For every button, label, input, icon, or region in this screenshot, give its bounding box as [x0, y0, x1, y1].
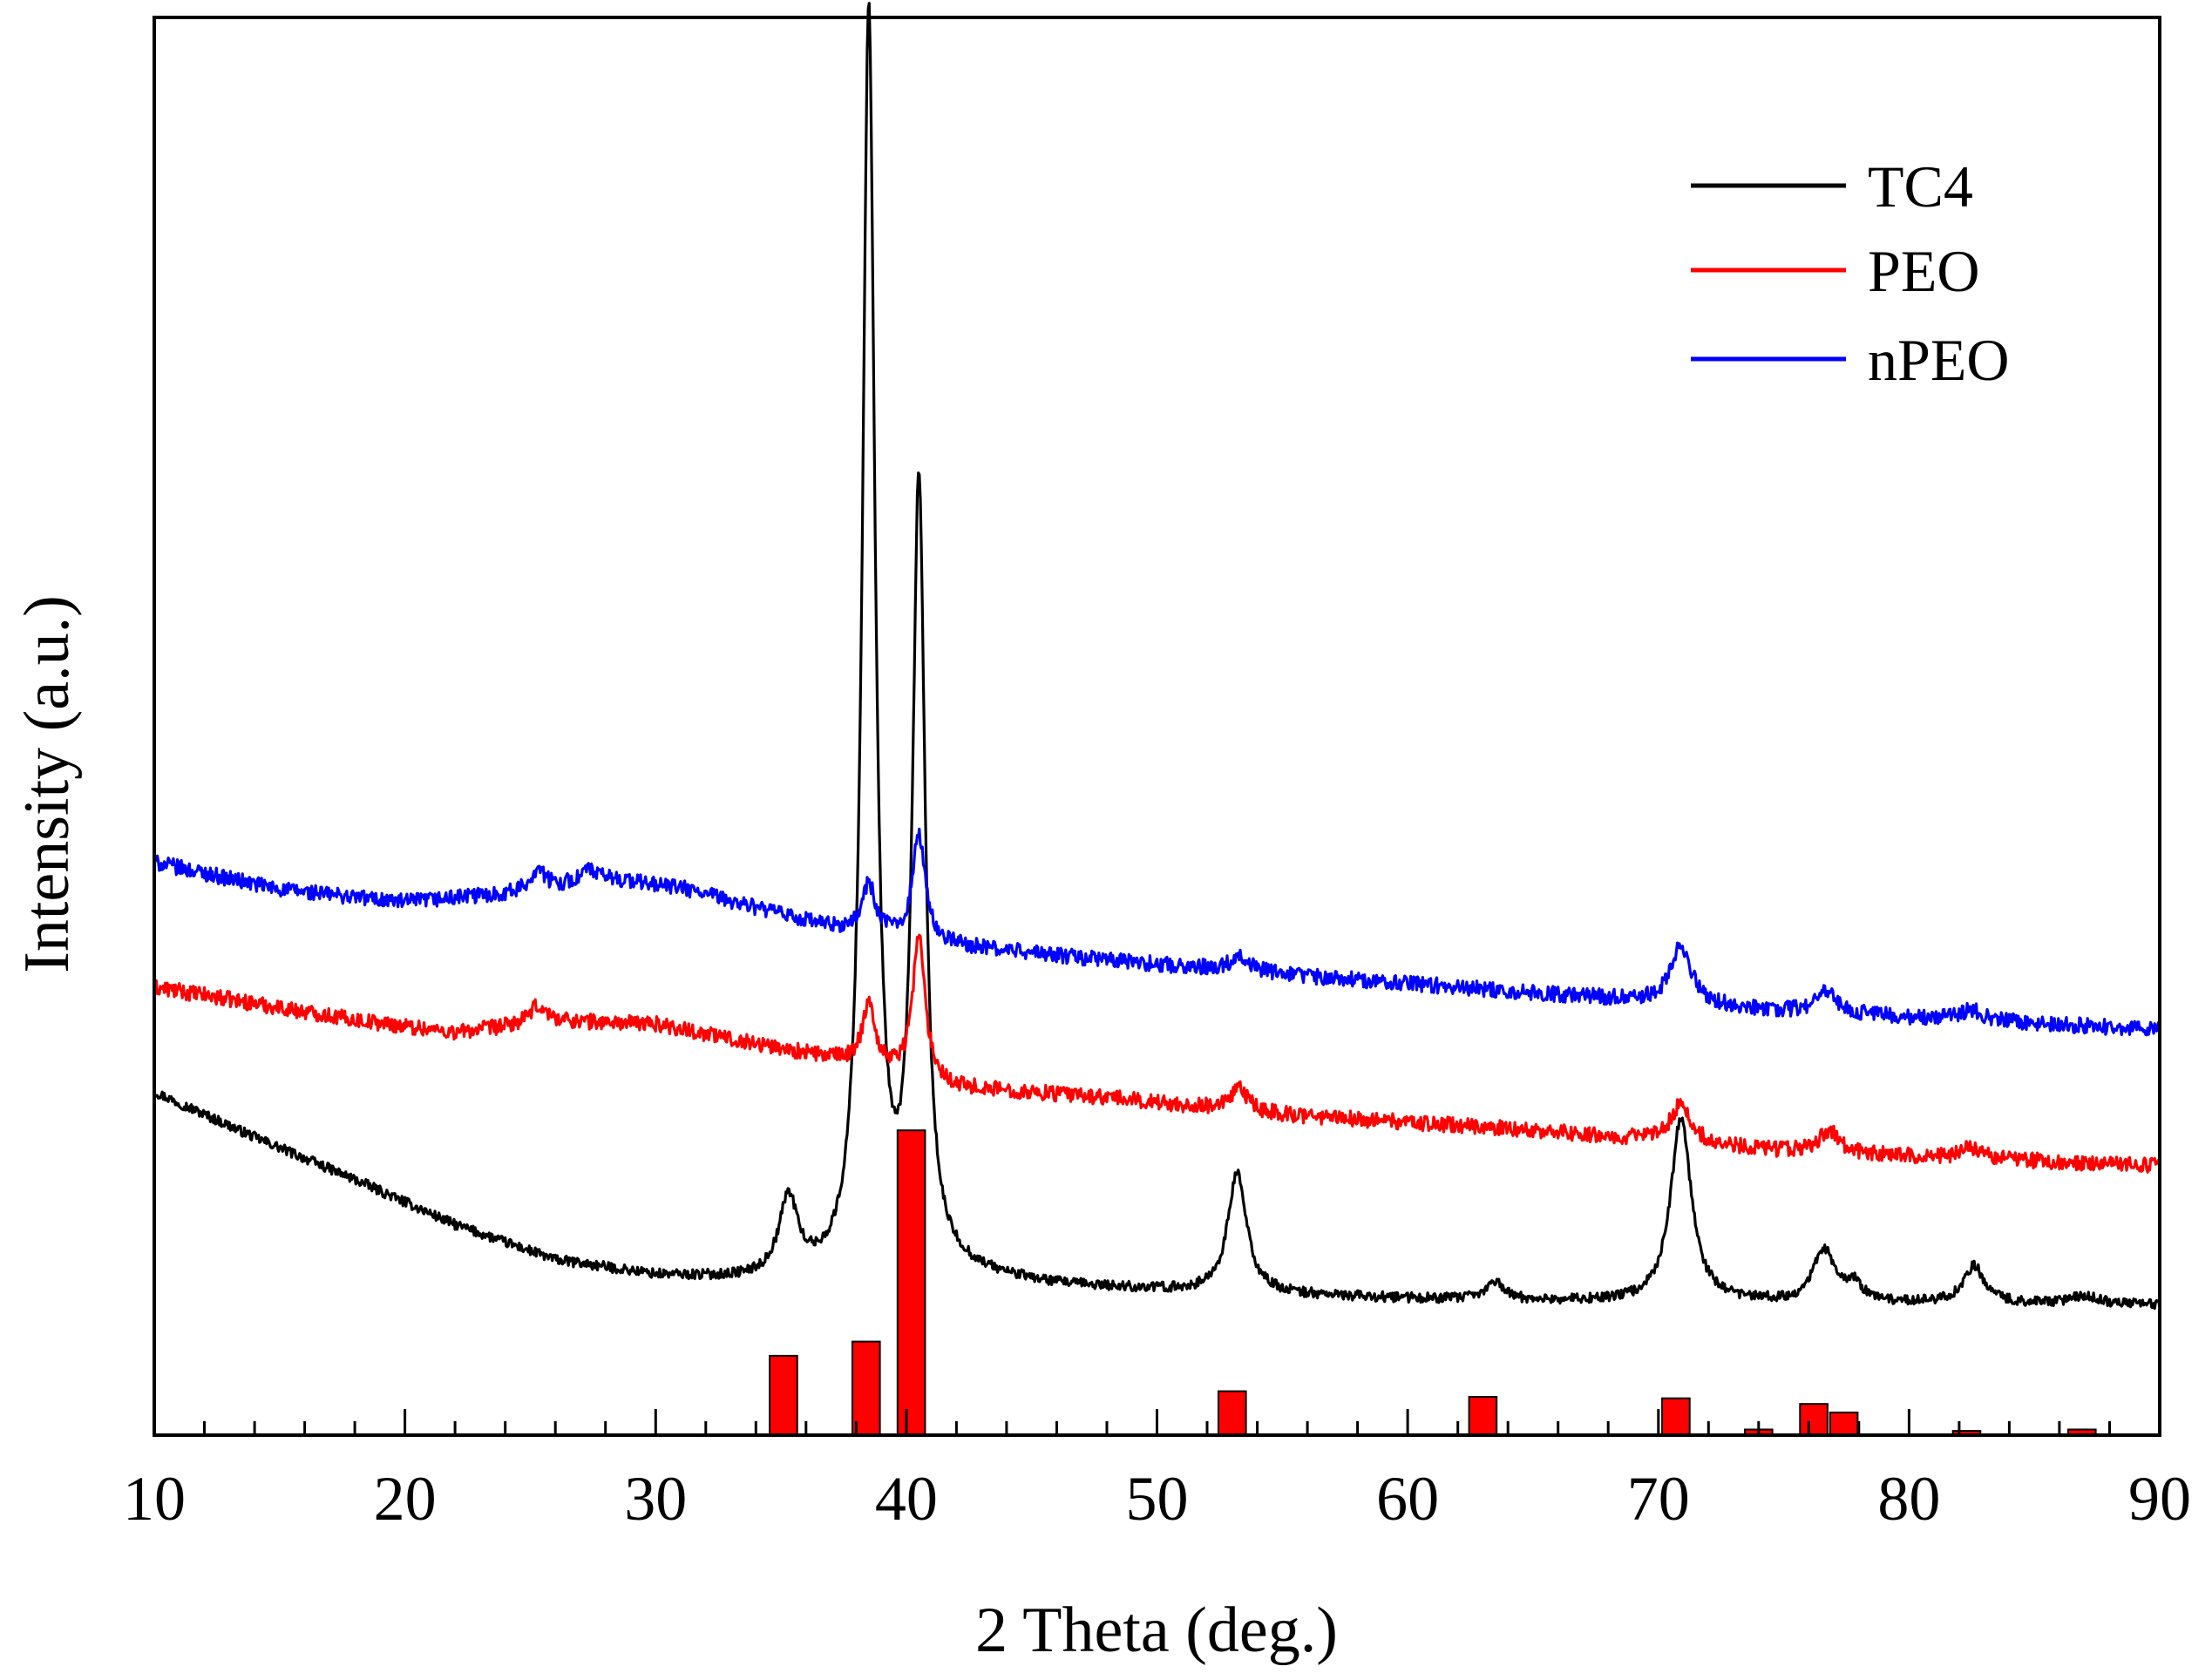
- x-tick-label: 50: [1126, 1464, 1189, 1534]
- x-tick-label: 40: [875, 1464, 938, 1534]
- y-axis-title: Intensity (a.u.): [11, 595, 83, 973]
- reference-bar: [1829, 1412, 1859, 1436]
- series-line-peo: [153, 933, 2161, 1174]
- reference-bar: [769, 1354, 798, 1437]
- x-tick-label: 80: [1877, 1464, 1940, 1534]
- legend-label-peo: PEO: [1868, 238, 1979, 304]
- reference-bar: [1799, 1403, 1829, 1436]
- x-tick-label: 90: [2128, 1464, 2191, 1534]
- reference-bar: [852, 1340, 881, 1436]
- x-axis-title: 2 Theta (deg.): [975, 1595, 1338, 1666]
- x-tick-label: 60: [1376, 1464, 1439, 1534]
- x-tick-label: 20: [374, 1464, 437, 1534]
- reference-bar: [1468, 1396, 1498, 1436]
- legend: TC4 PEO nPEO: [1691, 153, 2009, 393]
- x-tick-label: 70: [1627, 1464, 1690, 1534]
- reference-bar: [1218, 1390, 1247, 1436]
- x-tick-label: 30: [624, 1464, 687, 1534]
- series-line-tc4: [153, 2, 2161, 1311]
- series-layer: [153, 2, 2161, 1311]
- x-tick-label: 10: [123, 1464, 186, 1534]
- reference-bar: [1661, 1397, 1691, 1436]
- series-line-npeo: [153, 827, 2161, 1037]
- reference-bar: [896, 1129, 926, 1436]
- legend-label-npeo: nPEO: [1868, 327, 2009, 393]
- x-axis-ticks: 10 20 30 40 50 60 70 80 90: [123, 1409, 2191, 1534]
- legend-label-tc4: TC4: [1868, 153, 1973, 220]
